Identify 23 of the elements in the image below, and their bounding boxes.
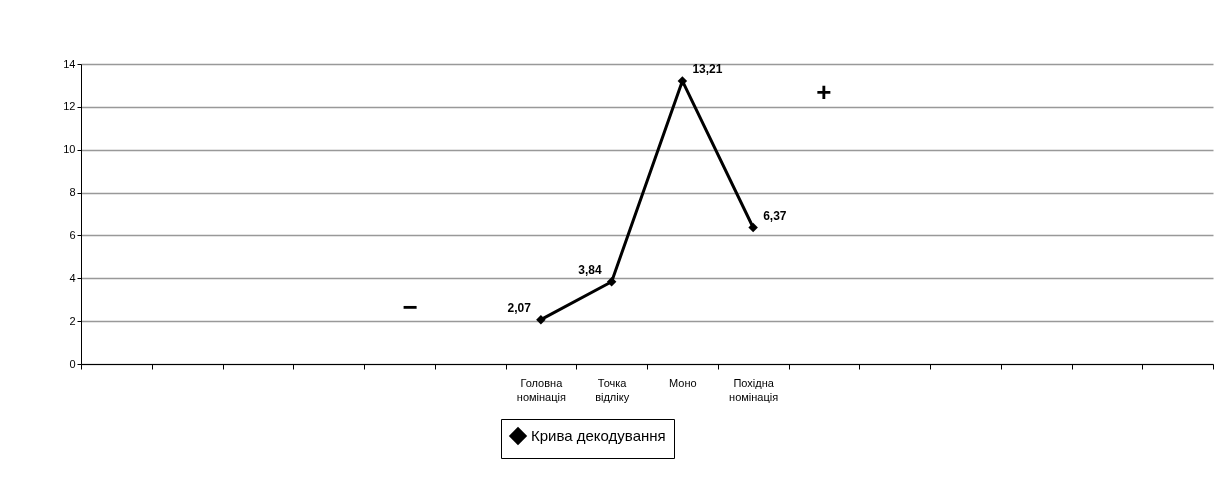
y-tick-label: 12 bbox=[63, 100, 76, 113]
point bbox=[536, 314, 546, 325]
x-tick-label: Моно bbox=[669, 376, 697, 389]
point bbox=[748, 222, 758, 233]
point bbox=[606, 276, 617, 287]
point bbox=[677, 76, 688, 86]
data-label: 3,84 bbox=[578, 262, 602, 277]
y-tick-label: 0 bbox=[69, 357, 76, 370]
annotation: + bbox=[816, 76, 832, 107]
y-tick-label: 6 bbox=[69, 228, 76, 241]
legend-label: Крива декодування bbox=[531, 427, 666, 444]
y-tick-label: 14 bbox=[63, 57, 76, 70]
y-tick-label: 10 bbox=[63, 143, 76, 156]
x-tick-label: Точка відліку bbox=[595, 376, 630, 403]
y-tick-label: 8 bbox=[69, 186, 76, 199]
data-label: 2,07 bbox=[507, 300, 532, 315]
x-tick-label: Похідна номінація bbox=[729, 376, 779, 403]
x-tick-label: Головна номінація bbox=[516, 376, 566, 403]
annotation: − bbox=[402, 291, 418, 322]
y-tick-label: 4 bbox=[69, 271, 76, 284]
data-label: 6,37 bbox=[763, 208, 787, 223]
y-tick-label: 2 bbox=[69, 314, 76, 327]
data-label: 13,21 bbox=[692, 61, 723, 76]
